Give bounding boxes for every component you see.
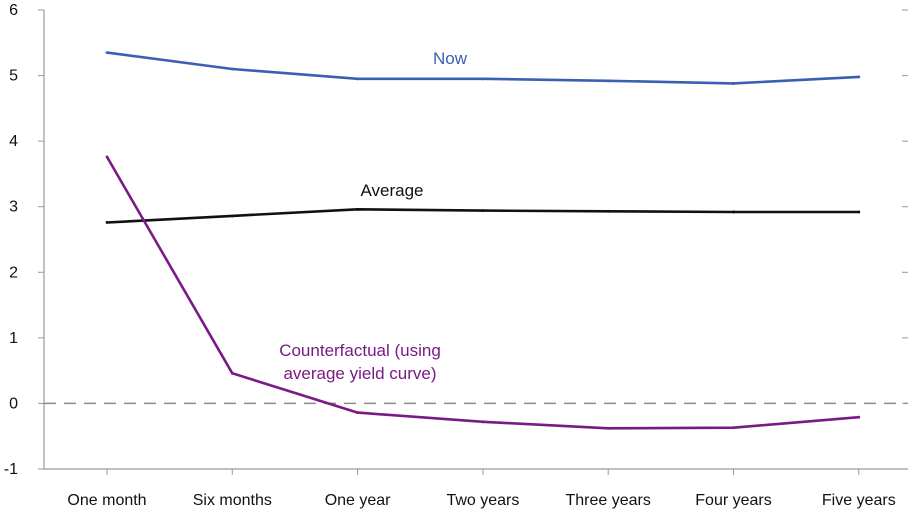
x-tick-label: Two years [446,492,519,509]
data-point [606,79,610,83]
data-point [857,75,861,79]
data-point [857,210,861,214]
axes [43,10,908,470]
y-tick-label: 5 [9,68,18,85]
y-tick-label: 4 [9,133,18,150]
series-label-0: Now [433,49,468,68]
data-point [606,426,610,430]
data-point [606,209,610,213]
series-line-2 [105,156,859,430]
x-axis-ticks: One month Six months One year Two years Thre… [67,469,896,509]
series-lines [105,51,861,430]
y-tick-label: -1 [4,461,18,478]
y-tick-label: 1 [9,330,18,347]
data-point [481,77,485,81]
data-point [105,155,109,159]
data-point [481,420,485,424]
x-tick-label: Four years [695,492,771,509]
y-tick-label: 3 [9,199,18,216]
data-point [105,221,109,224]
data-point [105,51,109,55]
data-point [732,210,735,214]
series-label-1: Average [360,181,423,200]
data-point [481,209,485,213]
x-tick-label: One month [67,492,146,509]
data-point [230,67,234,71]
series-labels: Now Average Counterfactual (using average y… [279,49,468,383]
data-point [732,426,735,430]
x-tick-label: Three years [566,492,651,509]
data-point [857,415,861,419]
y-tick-label: 6 [9,2,18,19]
data-point [356,411,359,415]
y-tick-label: 0 [9,395,18,412]
y-axis-ticks: -1 0 1 2 3 4 5 6 [4,2,908,478]
data-point [356,77,359,81]
data-point [230,371,234,375]
data-point [356,207,359,211]
x-tick-label: Five years [822,492,896,509]
data-point [230,214,234,218]
y-tick-label: 2 [9,264,18,281]
data-point [732,82,735,85]
series-label-2: Counterfactual (using average yield curve… [279,341,441,383]
x-tick-label: One year [325,492,391,509]
x-tick-label: Six months [193,492,272,509]
